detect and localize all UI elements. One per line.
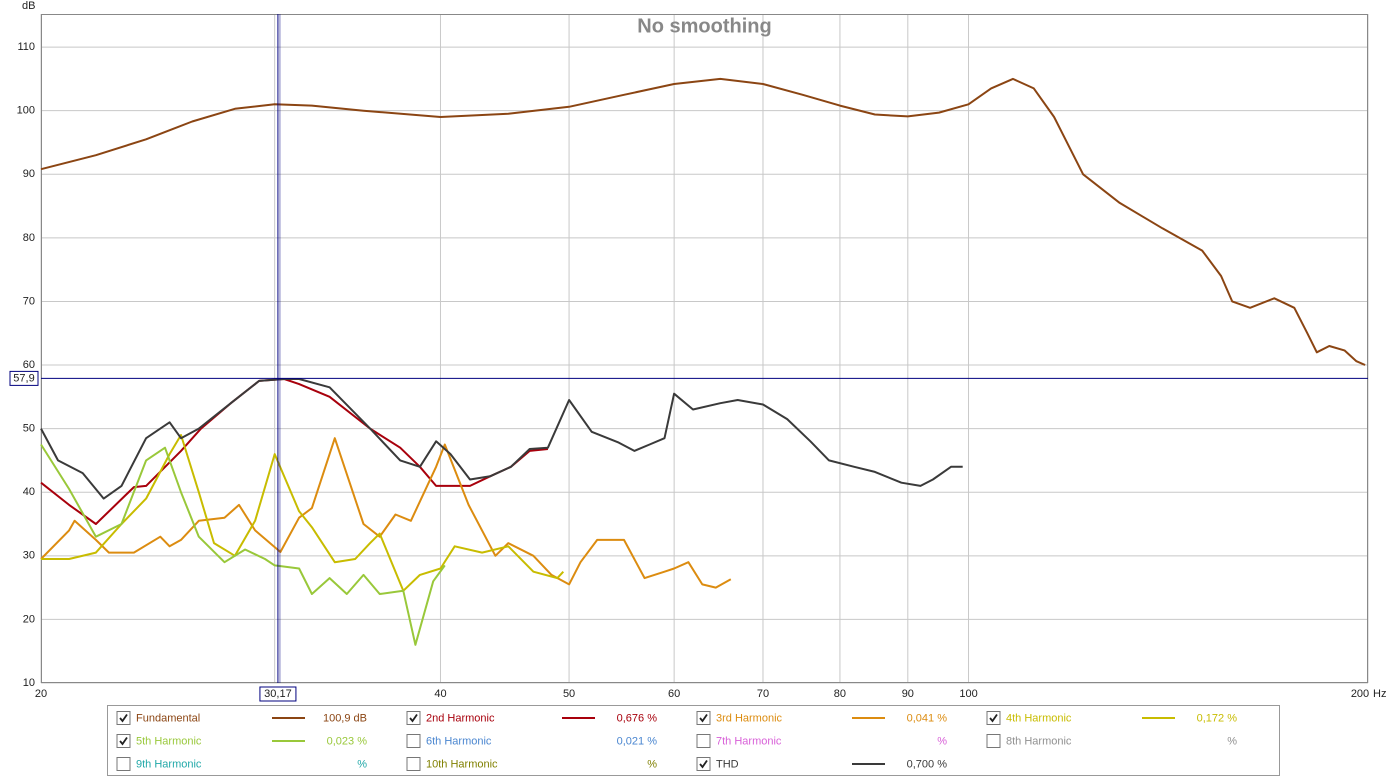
legend-check: [409, 713, 418, 723]
series-line: [40, 378, 963, 500]
legend-value: %: [1227, 735, 1237, 747]
y-axis-label: dB: [22, 0, 35, 12]
legend-checkbox[interactable]: [406, 757, 421, 771]
legend-name: 5th Harmonic: [136, 735, 202, 747]
y-tick-label: 110: [17, 41, 35, 53]
y-tick-label: 60: [23, 359, 35, 371]
legend-value: 0,172 %: [1197, 712, 1238, 724]
legend-check: [119, 713, 128, 723]
x-tick-label: 90: [902, 688, 914, 700]
x-tick-label: 200: [1351, 688, 1369, 700]
legend-check: [989, 713, 998, 723]
legend-name: 8th Harmonic: [1006, 735, 1072, 747]
legend-value: %: [937, 735, 947, 747]
x-axis-label: Hz: [1373, 688, 1386, 700]
legend-value: 0,041 %: [907, 712, 948, 724]
cursor-x-box: [259, 686, 297, 702]
legend-checkbox[interactable]: [986, 734, 1001, 748]
y-tick-label: 70: [23, 295, 35, 307]
plot-frame: [41, 14, 1368, 683]
legend-value: %: [357, 758, 367, 770]
x-tick-label: 80: [834, 688, 846, 700]
series-line: [41, 434, 565, 592]
legend-value: 0,700 %: [907, 758, 948, 770]
chart-title: No smoothing: [637, 15, 771, 37]
legend-name: 3rd Harmonic: [716, 712, 783, 724]
cursor-x-label: 30,17: [264, 688, 292, 700]
y-tick-label: 20: [23, 613, 35, 625]
y-tick-label: 40: [23, 486, 35, 498]
y-tick-label: 30: [23, 550, 35, 562]
legend-name: 2nd Harmonic: [426, 712, 495, 724]
y-tick-label: 100: [17, 105, 35, 117]
series-line: [40, 77, 1366, 366]
x-tick-label: 70: [757, 688, 769, 700]
series-line: [40, 378, 549, 525]
y-tick-label: 80: [23, 232, 35, 244]
cursor-y-box: [9, 370, 39, 386]
y-tick-label: 90: [23, 168, 35, 180]
legend-name: 6th Harmonic: [426, 735, 492, 747]
legend-check: [699, 759, 708, 769]
legend-checkbox[interactable]: [406, 734, 421, 748]
x-tick-label: 20: [35, 688, 47, 700]
legend-name: Fundamental: [136, 712, 200, 724]
legend-value: 0,021 %: [617, 735, 658, 747]
legend-name: 4th Harmonic: [1006, 712, 1072, 724]
series-line: [40, 437, 732, 589]
legend-value: %: [647, 758, 657, 770]
legend-value: 100,9 dB: [323, 712, 367, 724]
x-tick-label: 100: [959, 688, 977, 700]
x-tick-label: 40: [434, 688, 446, 700]
legend-check: [119, 736, 128, 746]
y-tick-label: 50: [23, 423, 35, 435]
legend-name: 7th Harmonic: [716, 735, 782, 747]
legend-checkbox[interactable]: [116, 757, 131, 771]
legend-checkbox[interactable]: [696, 734, 711, 748]
y-tick-label: 10: [23, 677, 35, 689]
cursor-y-label: 57,9: [13, 372, 34, 384]
legend-value: 0,023 %: [327, 735, 368, 747]
legend-check: [699, 713, 708, 723]
legend-value: 0,676 %: [617, 712, 658, 724]
series-line: [40, 443, 446, 646]
legend-name: THD: [716, 758, 739, 770]
legend-name: 10th Harmonic: [426, 758, 498, 770]
x-tick-label: 60: [668, 688, 680, 700]
x-tick-label: 50: [563, 688, 575, 700]
legend-name: 9th Harmonic: [136, 758, 202, 770]
